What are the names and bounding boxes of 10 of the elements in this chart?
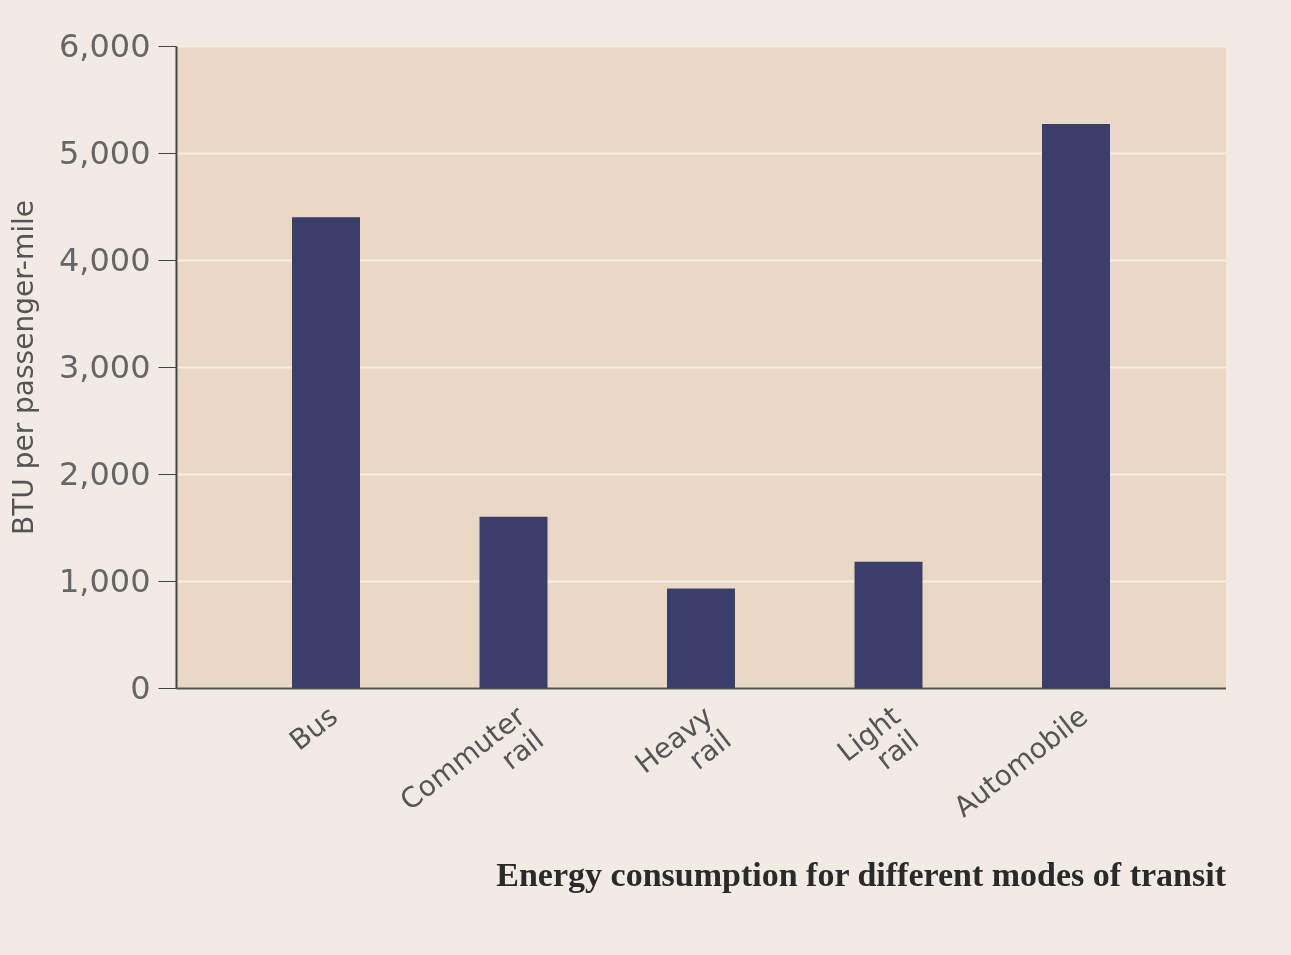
x-tick-label: Bus — [282, 699, 344, 758]
text: Energy consumption for different modes of transit — [496, 856, 1227, 894]
y-tick-label: 2,000 — [58, 454, 151, 493]
y-tick-label: 6,000 — [58, 26, 151, 65]
y-tick-label: 5,000 — [58, 133, 151, 172]
y-tick-label: 4,000 — [58, 240, 151, 279]
y-tick-label: 1,000 — [58, 561, 151, 600]
y-tick-label: 0 — [130, 668, 151, 707]
y-tick-label: 3,000 — [58, 347, 151, 386]
y-axis-title: BTU per passenger-mile — [6, 199, 40, 536]
